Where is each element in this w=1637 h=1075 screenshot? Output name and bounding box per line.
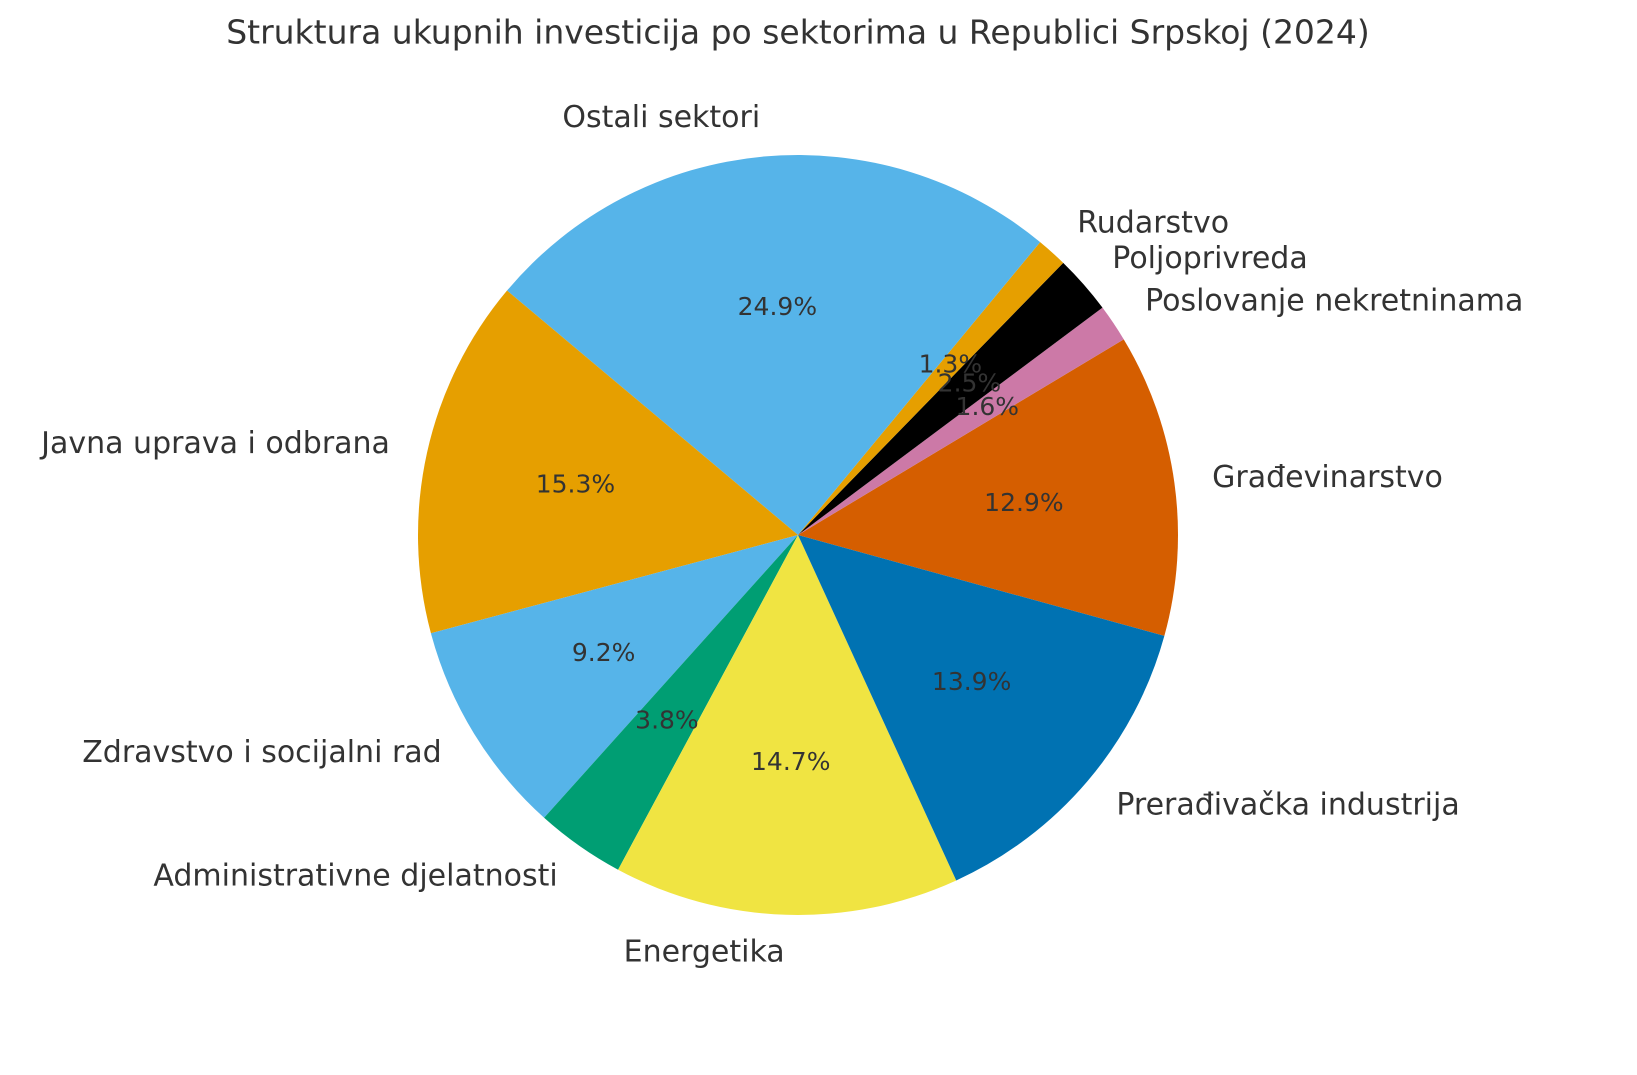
slice-label: Administrativne djelatnosti: [153, 859, 557, 894]
pie-slice: [418, 290, 798, 634]
value-label: 1.6%: [956, 392, 1020, 421]
slice-label: Građevinarstvo: [1212, 460, 1443, 495]
value-label: 15.3%: [536, 470, 615, 499]
slice-label: Rudarstvo: [1077, 205, 1229, 240]
pie-slice: [507, 155, 1041, 535]
value-label: 13.9%: [932, 667, 1011, 696]
pie-slice: [798, 262, 1103, 535]
value-label: 12.9%: [984, 488, 1063, 517]
slice-label: Energetika: [624, 934, 785, 969]
pie-slice: [430, 535, 798, 818]
pie-slice: [544, 535, 798, 870]
slice-label: Ostali sektori: [562, 100, 760, 135]
pie-slice: [798, 339, 1179, 636]
value-label: 24.9%: [738, 292, 817, 321]
pie-slice: [618, 535, 957, 915]
pie-slice: [798, 242, 1064, 535]
slice-label: Poslovanje nekretninama: [1145, 284, 1523, 319]
chart-title: Struktura ukupnih investicija po sektori…: [226, 13, 1370, 52]
value-label: 1.3%: [919, 349, 983, 378]
slice-label: Poljoprivreda: [1112, 241, 1307, 276]
slice-label: Prerađivačka industrija: [1116, 787, 1459, 822]
value-label: 14.7%: [751, 747, 830, 776]
slice-label: Zdravstvo i socijalni rad: [82, 735, 442, 770]
slice-label: Javna uprava i odbrana: [39, 426, 390, 461]
value-label: 2.5%: [938, 369, 1002, 398]
pie-slice: [798, 307, 1124, 535]
pie-slice: [798, 535, 1165, 881]
value-label: 3.8%: [635, 706, 699, 735]
value-label: 9.2%: [572, 638, 636, 667]
